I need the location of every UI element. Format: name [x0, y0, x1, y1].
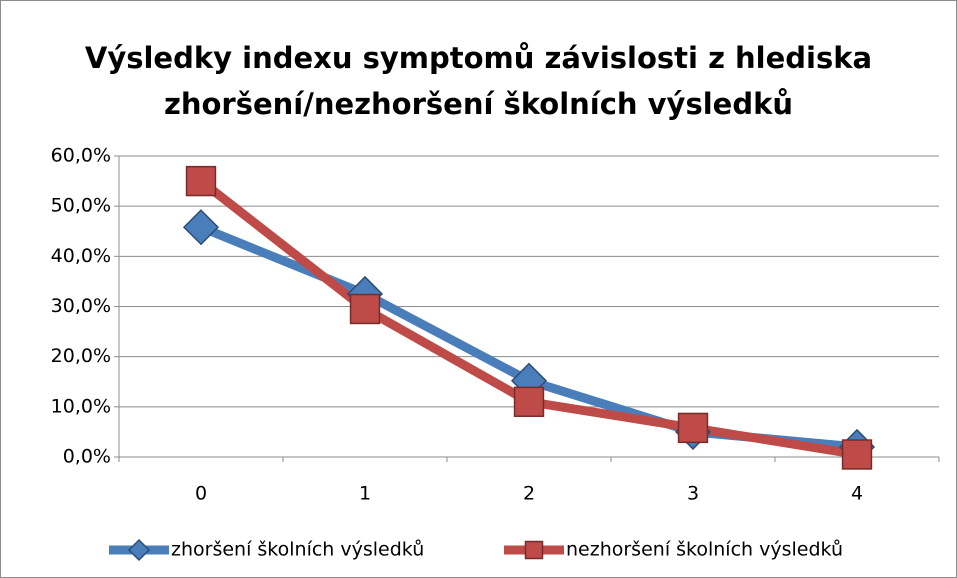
x-tick-label: 4	[851, 483, 863, 505]
x-tick-label: 2	[523, 483, 535, 505]
x-tick-label: 1	[359, 483, 371, 505]
legend-label: zhoršení školních výsledků	[171, 539, 424, 561]
x-tick-label: 0	[195, 483, 207, 505]
y-tick-label: 60,0%	[51, 145, 111, 167]
marker	[841, 439, 873, 470]
marker	[127, 538, 151, 562]
marker	[524, 540, 544, 560]
y-tick-label: 40,0%	[51, 245, 111, 267]
marker	[349, 293, 381, 325]
marker	[513, 386, 545, 418]
marker	[182, 209, 220, 246]
legend-label: nezhoršení školních výsledků	[566, 539, 843, 561]
y-tick-label: 10,0%	[51, 395, 111, 417]
x-tick-label: 3	[687, 483, 699, 505]
marker	[677, 412, 709, 444]
y-tick-label: 50,0%	[51, 195, 111, 217]
y-tick-label: 20,0%	[51, 345, 111, 367]
y-tick-label: 30,0%	[51, 295, 111, 317]
y-tick-label: 0,0%	[63, 446, 111, 468]
chart-title: Výsledky indexu symptomů závislosti z hl…	[84, 41, 873, 121]
marker	[185, 165, 217, 197]
title-box: Výsledky indexu symptomů závislosti z hl…	[1, 35, 956, 127]
